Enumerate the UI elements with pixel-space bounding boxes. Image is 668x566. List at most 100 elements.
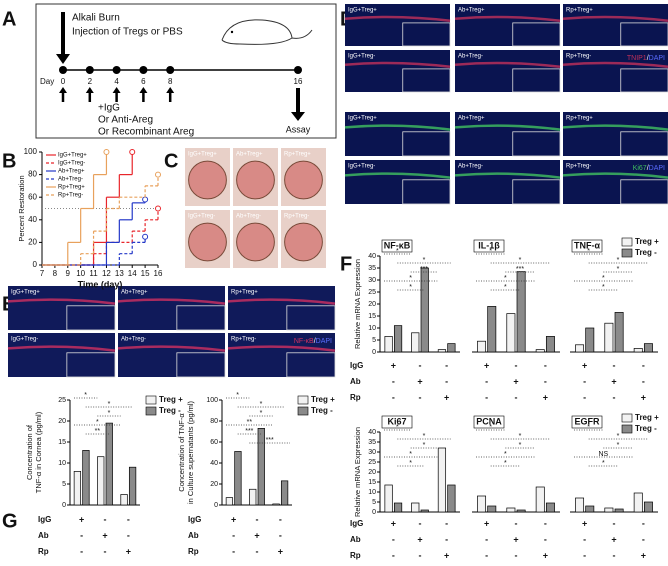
day-tick-label: 4 [114,77,119,86]
condition-sign: - [485,392,488,402]
bar [487,306,497,353]
condition-sign: - [583,550,586,560]
x-axis-label: Time (day) [78,279,123,289]
significance-label: * [396,424,399,431]
day-tick-label: 8 [168,77,173,86]
y-tick-label: 0 [372,509,376,516]
condition-sign: - [485,534,488,544]
significance-label: * [260,401,263,408]
dose-arrow-head [85,87,94,93]
condition-sign: - [544,534,547,544]
condition-sign: + [391,360,396,370]
condition-sign: + [582,360,587,370]
significance-label: * [409,460,412,467]
condition-name: Rp [350,551,361,560]
condition-sign: + [231,514,236,524]
burn-arrow-head [56,54,70,64]
y-tick-label: 5 [62,481,66,488]
title-box [381,415,413,429]
y-tick-label: 0 [214,502,218,509]
dose-arrow-head [139,87,148,93]
bar [420,509,429,513]
bar [447,484,456,513]
significance-label: * [504,460,507,467]
condition-name: Rp [38,547,49,556]
tissue-layer [562,15,668,23]
bar [545,502,555,513]
condition-sign: - [613,392,616,402]
bar [105,422,113,506]
bar [393,325,403,353]
y-tick-label: 60 [28,192,37,201]
legend-label: Treg - [311,406,333,415]
legend-label: Treg + [311,395,335,404]
y-tick-label: 35 [368,265,376,272]
condition-sign: - [515,392,518,402]
condition-sign: - [80,546,83,556]
condition-sign: - [256,514,259,524]
bar [585,327,595,353]
significance-label: * [409,275,412,282]
y-tick-label: 20 [368,301,376,308]
y-tick-label: 15 [368,313,376,320]
legend-label: IgG+Treg+ [58,153,87,159]
event-text: Alkali Burn [72,13,120,24]
micrograph [455,4,560,46]
image-label: IgG+Treg- [348,54,375,60]
significance-label: * [519,257,522,264]
significance-label: * [409,284,412,291]
tissue-layer [344,124,451,131]
legend-label: Treg - [635,248,657,257]
significance-label: * [423,257,426,264]
micrograph [455,112,560,156]
bar [225,497,234,506]
significance-label: * [602,284,605,291]
title-box [571,415,603,429]
y-tick-label: 30 [368,449,376,456]
panel-label: B [2,150,16,172]
significance-label: ** [247,419,253,426]
condition-sign: - [544,518,547,528]
bar [575,497,585,513]
y-tick-label: 10 [368,325,376,332]
condition-sign: - [642,518,645,528]
bar [280,480,289,506]
micrograph [563,112,668,156]
y-tick-label: 20 [58,418,66,425]
significance-label: * [617,442,620,449]
assay-text: Assay [286,124,311,134]
micrograph [455,50,560,92]
day-dot [85,66,94,74]
inset [402,179,451,205]
stain-part: NF-κB [294,338,314,345]
end-point [129,149,136,155]
condition-sign: - [445,534,448,544]
dose-arrow-head [59,87,67,93]
condition-sign: + [641,392,646,402]
micrograph [563,50,668,92]
bar [516,271,526,353]
micrograph [345,160,450,204]
chart-title: IL-1β [478,240,500,250]
day-dot [139,66,148,74]
inset [402,68,451,93]
bar [477,340,487,353]
legend-label: Treg + [635,237,659,246]
condition-sign: + [417,534,422,544]
day-dot [166,66,175,74]
condition-sign: - [419,392,422,402]
image-label: Ab+Treg- [458,54,483,60]
significance-label: *** [420,266,428,273]
y-axis-label: Percent Restoration [17,175,26,241]
inset [402,22,451,47]
y-tick-label: 40 [368,429,376,436]
tissue-layer [227,345,336,352]
stain-label: NF-κB/DAPI [294,338,332,345]
y-tick-label: 0 [62,502,66,509]
condition-sign: - [583,392,586,402]
stain-label: TNIP1/DAPI [627,55,665,62]
y-tick-label: 40 [368,253,376,260]
significance-label: * [504,275,507,282]
condition-name: Rp [188,547,199,556]
condition-sign: + [641,550,646,560]
